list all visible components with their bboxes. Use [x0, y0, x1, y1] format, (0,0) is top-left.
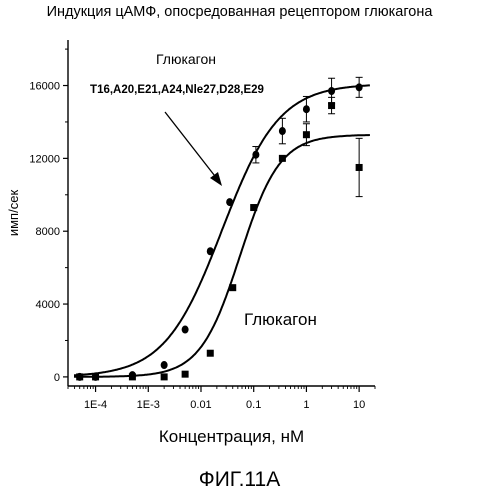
fit-curve [74, 135, 370, 377]
data-point-square [207, 350, 214, 357]
data-point-circle [207, 247, 214, 255]
figure-label: ФИГ.11А [0, 468, 479, 492]
data-point-square [129, 373, 136, 380]
y-tick-label: 12000 [29, 153, 60, 165]
series-label-analog: Глюкагон [156, 51, 216, 67]
data-point-square [303, 131, 310, 138]
data-point-circle [279, 127, 286, 135]
data-point-square [328, 102, 335, 109]
data-point-circle [356, 83, 363, 91]
annotation-arrowhead [210, 172, 222, 186]
annotation-arrow-line [165, 112, 218, 180]
data-point-square [92, 373, 99, 380]
data-point-square [229, 284, 236, 291]
data-point-square [161, 373, 168, 380]
y-tick-label: 8000 [36, 226, 60, 238]
data-point-square [76, 373, 83, 380]
y-axis-label: имп/сек [6, 190, 21, 237]
data-point-circle [328, 87, 335, 95]
data-point-circle [303, 105, 310, 113]
data-point-circle [182, 326, 189, 334]
series-label-glucagon: Глюкагон [244, 310, 317, 329]
data-point-circle [252, 151, 259, 159]
data-point-circle [161, 361, 168, 369]
data-point-square [279, 155, 286, 162]
y-tick-label: 4000 [36, 299, 60, 311]
y-tick-label: 16000 [29, 81, 60, 93]
fit-curve [74, 85, 370, 375]
x-tick-label: 1E-3 [137, 399, 160, 411]
x-tick-label: 0.01 [190, 399, 211, 411]
x-tick-label: 1E-4 [84, 399, 107, 411]
data-point-square [250, 204, 257, 211]
data-point-circle [226, 198, 233, 206]
y-tick-label: 0 [54, 372, 60, 384]
data-point-square [356, 164, 363, 171]
series-label-analog-modifications: T16,A20,E21,A24,Nle27,D28,E29 [90, 84, 264, 96]
x-axis-label: Концентрация, нМ [159, 427, 304, 446]
x-tick-label: 10 [353, 399, 365, 411]
data-point-square [182, 371, 189, 378]
x-tick-label: 0.1 [246, 399, 261, 411]
x-tick-label: 1 [303, 399, 309, 411]
